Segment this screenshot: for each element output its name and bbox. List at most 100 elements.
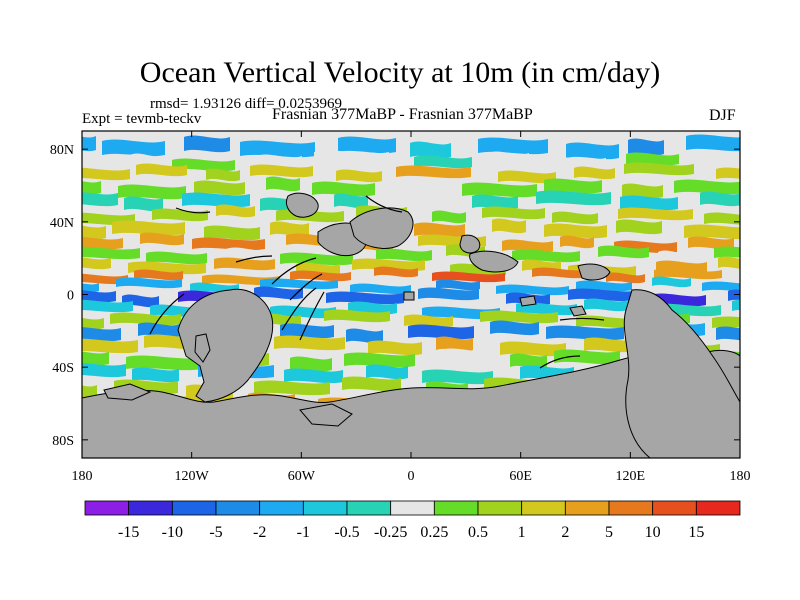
land-north-island-3 (459, 234, 481, 254)
velocity-band-patch (270, 305, 336, 319)
y-axis: 80N 40N 0 40S 80S (50, 143, 740, 449)
colorbar-swatch (521, 500, 566, 516)
velocity-band-patch (536, 190, 611, 206)
velocity-band-patch (82, 385, 97, 399)
coastline-arc-4 (299, 291, 325, 341)
colorbar-level-label: 0.5 (468, 524, 488, 541)
velocity-band-patch (82, 225, 106, 240)
velocity-band-patch (716, 326, 740, 341)
velocity-band-patch (618, 207, 693, 221)
land-west-strip (194, 333, 211, 363)
velocity-band-patch (628, 138, 664, 156)
velocity-band-patch (82, 167, 130, 181)
velocity-band-patch (82, 326, 121, 342)
velocity-band-patch (82, 283, 99, 293)
velocity-band-patch (560, 235, 594, 249)
colorbar-level-label: -0.5 (334, 524, 359, 541)
x-tick-label: 180 (72, 469, 93, 484)
velocity-band-patch (658, 250, 692, 264)
map-field (82, 131, 800, 458)
velocity-band-patch (750, 154, 800, 167)
velocity-band-patch (256, 154, 302, 168)
velocity-band-patch (686, 134, 740, 152)
velocity-band-patch (214, 257, 275, 271)
colorbar-level-label: -1 (297, 524, 310, 541)
velocity-band-patch (422, 369, 493, 385)
velocity-band-patch (500, 341, 566, 357)
velocity-band-patch (82, 236, 123, 250)
velocity-band-patch (254, 286, 303, 300)
velocity-band-patch (432, 271, 505, 283)
velocity-band-patch (82, 299, 133, 313)
velocity-band-patch (480, 310, 558, 324)
velocity-band-patch (118, 184, 186, 200)
velocity-band-patch (462, 182, 537, 198)
velocity-band-patch (192, 237, 265, 251)
colorbar-level-label: 5 (605, 524, 613, 541)
velocity-band-patch (134, 269, 183, 281)
velocity-band-patch (404, 314, 453, 328)
velocity-band-patch (488, 151, 529, 165)
velocity-band-patch (146, 251, 207, 265)
colorbar-swatch (564, 500, 610, 516)
velocity-band-patch (270, 221, 309, 237)
velocity-band-patch (290, 356, 332, 372)
coastline-arc-2 (289, 273, 323, 301)
coastline-arc-6 (175, 207, 211, 214)
velocity-band-patch (314, 150, 389, 164)
velocity-band-patch (152, 208, 208, 222)
velocity-band-patch (482, 206, 545, 220)
velocity-band-patch (410, 141, 451, 159)
velocity-band-patch (432, 210, 466, 224)
coastline-arc-3 (281, 287, 317, 331)
velocity-band-patch (502, 239, 553, 253)
velocity-band-patch (598, 245, 649, 259)
velocity-band-patch (172, 158, 235, 172)
stats-label: rmsd= 1.93126 diff= 0.0253969 (150, 96, 343, 112)
land-equatorial-island (577, 263, 611, 281)
x-tick-label: 60W (288, 469, 316, 484)
velocity-band-patch (344, 352, 415, 368)
velocity-band-patch (342, 376, 401, 392)
colorbar-swatch (695, 500, 741, 516)
velocity-band-patch (574, 166, 615, 180)
velocity-band-patch (408, 324, 474, 340)
velocity-band-patch (552, 211, 598, 225)
velocity-band-patch (544, 223, 607, 239)
velocity-band-patch (758, 233, 800, 246)
x-tick-label: 120E (616, 469, 646, 484)
velocity-band-patch (102, 139, 165, 157)
land-north-island-4 (469, 250, 519, 273)
velocity-band-patch (338, 136, 396, 154)
velocity-band-patch (284, 368, 343, 384)
velocity-band-patch (414, 155, 472, 169)
colorbar-swatch (346, 500, 392, 516)
velocity-band-patch (700, 191, 740, 207)
velocity-band-patch (702, 281, 740, 292)
x-tick-label: 0 (408, 469, 415, 484)
velocity-band-patch (254, 380, 330, 396)
land-antarctic-bay-2 (299, 403, 353, 427)
land-north-island-2 (349, 207, 414, 249)
land-asia-like (623, 289, 740, 458)
land-masses (82, 192, 740, 458)
velocity-band-patch (216, 204, 255, 218)
velocity-band-patch (728, 289, 740, 301)
velocity-band-patch (266, 176, 300, 192)
velocity-band-patch (82, 257, 111, 270)
velocity-band-patch (82, 246, 140, 260)
colorbar-level-label: -10 (162, 524, 183, 541)
velocity-band-patch (82, 351, 109, 366)
colorbar-level-label: 15 (688, 524, 704, 541)
velocity-band-patch (82, 181, 101, 195)
coastline-arc-9 (539, 355, 581, 369)
velocity-band-patch (396, 165, 471, 179)
velocity-band-patch (194, 180, 245, 196)
period-label: Frasnian 377MaBP - Frasnian 377MaBP (272, 106, 533, 123)
velocity-band-patch (280, 323, 334, 339)
velocity-band-patch (754, 197, 800, 212)
velocity-band-patch (472, 194, 518, 210)
velocity-band-patch (336, 169, 382, 183)
velocity-band-patch (374, 266, 418, 278)
colorbar-level-label: 10 (645, 524, 661, 541)
